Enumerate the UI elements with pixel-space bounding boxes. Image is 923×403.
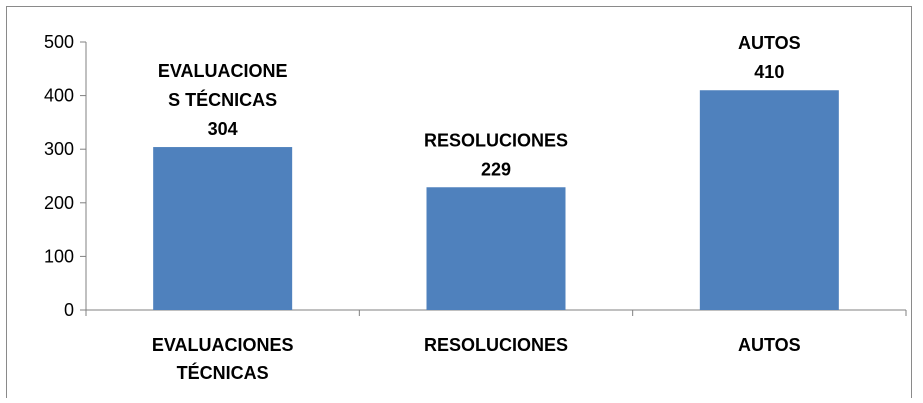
bar <box>153 147 293 310</box>
chart-labels: EVALUACIONES TÉCNICAS EVALUACIONE S TÉCNICA… <box>152 33 801 383</box>
data-label-text: RESOLUCIONES <box>424 130 568 150</box>
data-label-value: 229 <box>481 159 511 179</box>
y-tick-label: 500 <box>44 32 74 52</box>
chart-bars <box>153 90 839 311</box>
data-label-value: 304 <box>208 119 238 139</box>
data-label-value: 410 <box>754 62 784 82</box>
x-category-label: RESOLUCIONES <box>424 335 568 355</box>
x-category-label: TÉCNICAS <box>177 362 269 383</box>
data-label-text: AUTOS <box>738 33 801 53</box>
y-tick-label: 300 <box>44 139 74 159</box>
y-tick-label: 0 <box>64 300 74 320</box>
y-tick-label: 400 <box>44 86 74 106</box>
data-label-text: S TÉCNICAS <box>168 89 277 110</box>
data-label-text: EVALUACIONE <box>158 61 288 81</box>
x-category-label: AUTOS <box>738 335 801 355</box>
x-category-label: EVALUACIONES <box>152 335 294 355</box>
y-tick-label: 200 <box>44 193 74 213</box>
y-tick-label: 100 <box>44 246 74 266</box>
bar <box>426 187 566 310</box>
bar <box>699 90 839 311</box>
